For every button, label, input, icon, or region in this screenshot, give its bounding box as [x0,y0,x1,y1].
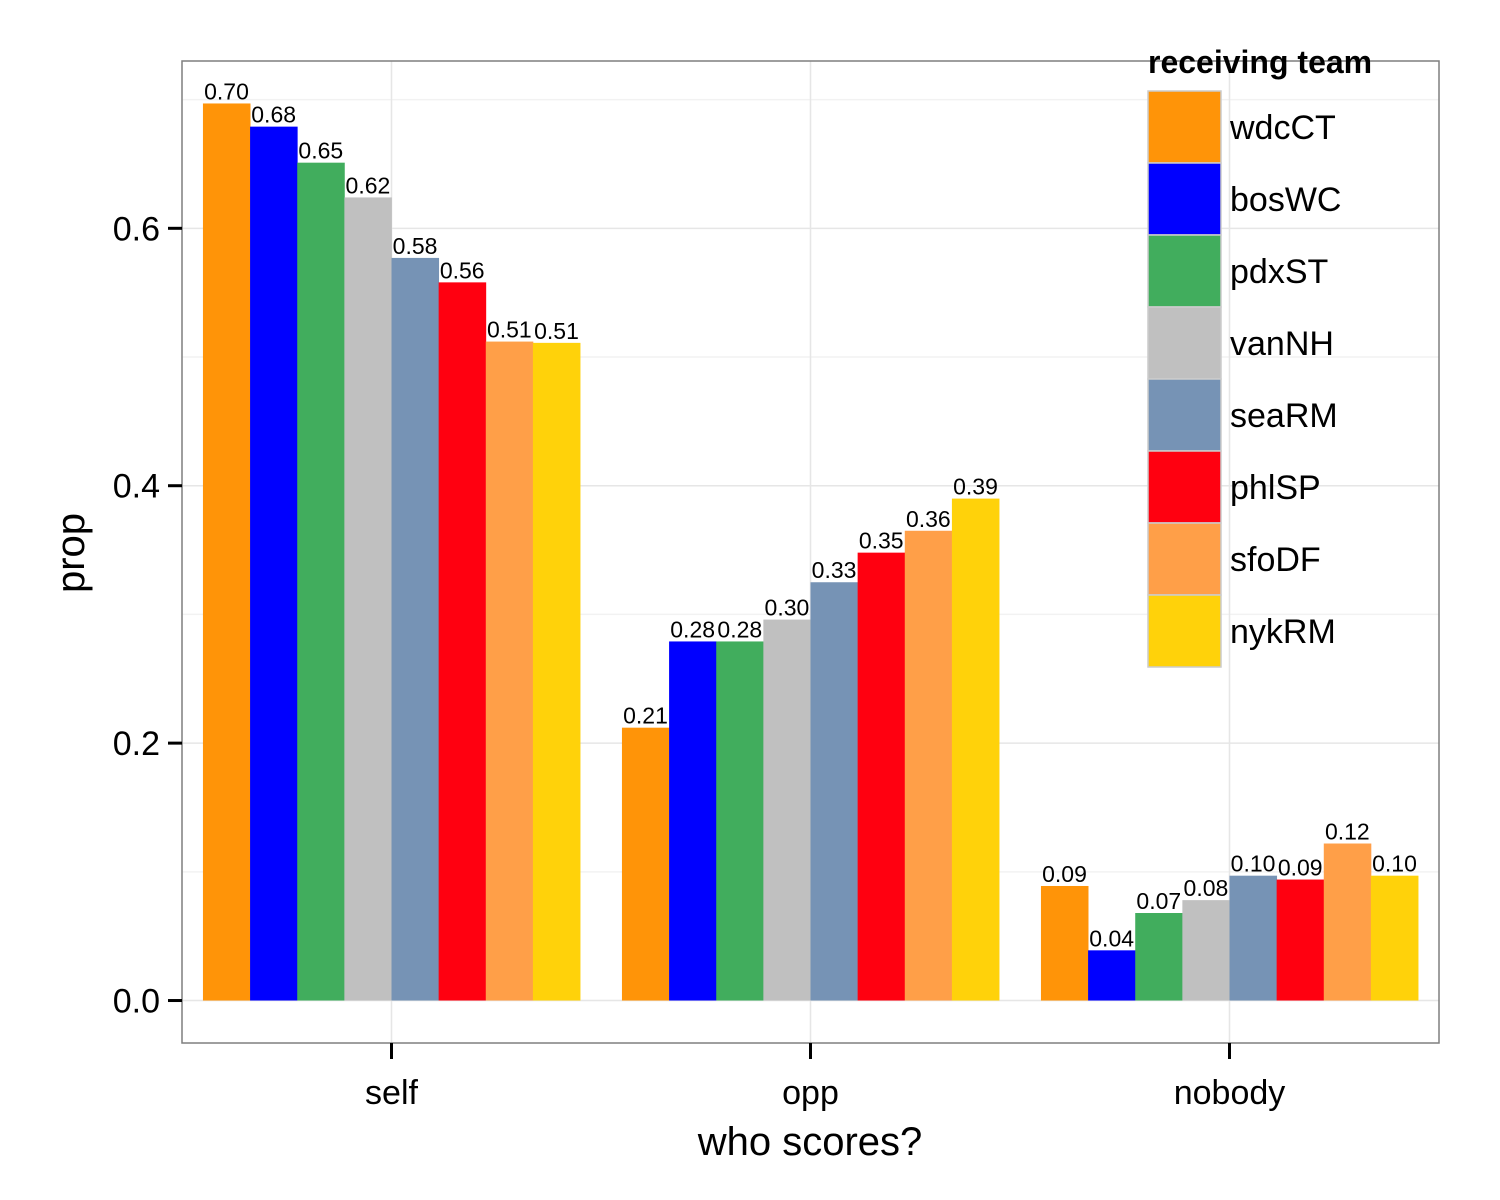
legend-key-vanNH [1147,306,1222,380]
bar-vanNH-nobody [1182,900,1230,1001]
bar-label: 0.07 [1136,888,1181,914]
bar-label: 0.62 [346,172,391,198]
bar-labels: 0.70 0.21 0.09 0.68 0.28 0.04 0.65 0.28 0.07 0.62… [204,78,1417,951]
bar-sfoDF-self [485,341,534,1001]
bar-label: 0.30 [765,595,810,621]
bar-pdxST-opp [716,641,764,1001]
bar-nykRM-opp [951,498,1000,1001]
bar-nykRM-nobody [1370,875,1419,1001]
legend-label: pdxST [1230,253,1328,291]
bar-bosWC-nobody [1088,950,1136,1001]
legend-label: nykRM [1230,613,1336,651]
bar-seaRM-self [391,257,440,1001]
bar-bosWC-opp [669,641,717,1001]
x-tick-label: opp [782,1074,839,1112]
legend-label: wdcCT [1229,109,1336,147]
bar-nykRM-self [532,342,581,1001]
bar-sfoDF-nobody [1323,843,1372,1001]
bar-label: 0.56 [440,257,485,283]
bars [202,103,1419,1001]
bar-label: 0.39 [953,474,998,500]
bar-label: 0.28 [670,616,715,642]
x-axis-title: who scores? [697,1120,923,1164]
bar-phlSP-self [438,282,487,1001]
bar-label: 0.10 [1231,851,1276,877]
bar-label: 0.51 [534,318,579,344]
bar-label: 0.65 [298,138,343,164]
bar-wdcCT-self [202,103,251,1001]
bar-phlSP-nobody [1276,879,1325,1001]
bar-vanNH-self [344,197,392,1001]
bar-label: 0.33 [812,557,857,583]
legend-label: bosWC [1230,181,1341,219]
bar-label: 0.09 [1278,855,1323,881]
bar-label: 0.08 [1184,875,1229,901]
x-tick-label: nobody [1174,1074,1286,1112]
bar-pdxST-nobody [1135,913,1183,1001]
bar-label: 0.35 [859,528,904,554]
legend-key-bosWC [1147,162,1222,236]
legend-key-wdcCT [1147,90,1222,164]
legend-label: vanNH [1230,325,1334,363]
legend-label: sfoDF [1230,541,1321,579]
bar-label: 0.58 [393,233,438,259]
bar-seaRM-opp [810,582,859,1001]
legend-key-pdxST [1147,234,1222,308]
bar-label: 0.09 [1042,861,1087,887]
bar-label: 0.36 [906,506,951,532]
bar-label: 0.04 [1089,925,1134,951]
bar-vanNH-opp [763,619,811,1001]
bar-bosWC-self [250,126,298,1001]
legend: receiving team wdcCT bosWC pdxST vanNH seaRM… [1147,44,1372,668]
y-axis-title: prop [49,513,93,593]
bar-label: 0.51 [487,317,532,343]
legend-label: seaRM [1230,397,1338,435]
legend-key-phlSP [1147,450,1222,524]
x-axis: self opp nobody [365,1043,1285,1112]
bar-label: 0.70 [204,78,249,104]
legend-key-seaRM [1147,378,1222,452]
bar-phlSP-opp [857,552,906,1001]
legend-title: receiving team [1148,44,1372,80]
bar-label: 0.68 [251,102,296,128]
bar-label: 0.12 [1325,819,1370,845]
y-tick-label: 0.2 [113,725,160,763]
legend-key-nykRM [1147,594,1222,668]
bar-wdcCT-opp [621,727,670,1001]
y-tick-label: 0.0 [113,983,160,1021]
y-tick-label: 0.6 [113,210,160,248]
legend-label: phlSP [1230,469,1321,507]
bar-label: 0.21 [623,703,668,729]
bar-sfoDF-opp [904,530,953,1001]
y-tick-label: 0.4 [113,468,160,506]
bar-label: 0.10 [1372,851,1417,877]
x-tick-label: self [365,1074,418,1112]
bar-pdxST-self [297,162,345,1001]
bar-label: 0.28 [717,616,762,642]
y-axis: 0.0 0.2 0.4 0.6 [113,210,182,1021]
legend-key-sfoDF [1147,522,1222,596]
bar-wdcCT-nobody [1040,885,1089,1001]
bar-seaRM-nobody [1229,875,1278,1001]
